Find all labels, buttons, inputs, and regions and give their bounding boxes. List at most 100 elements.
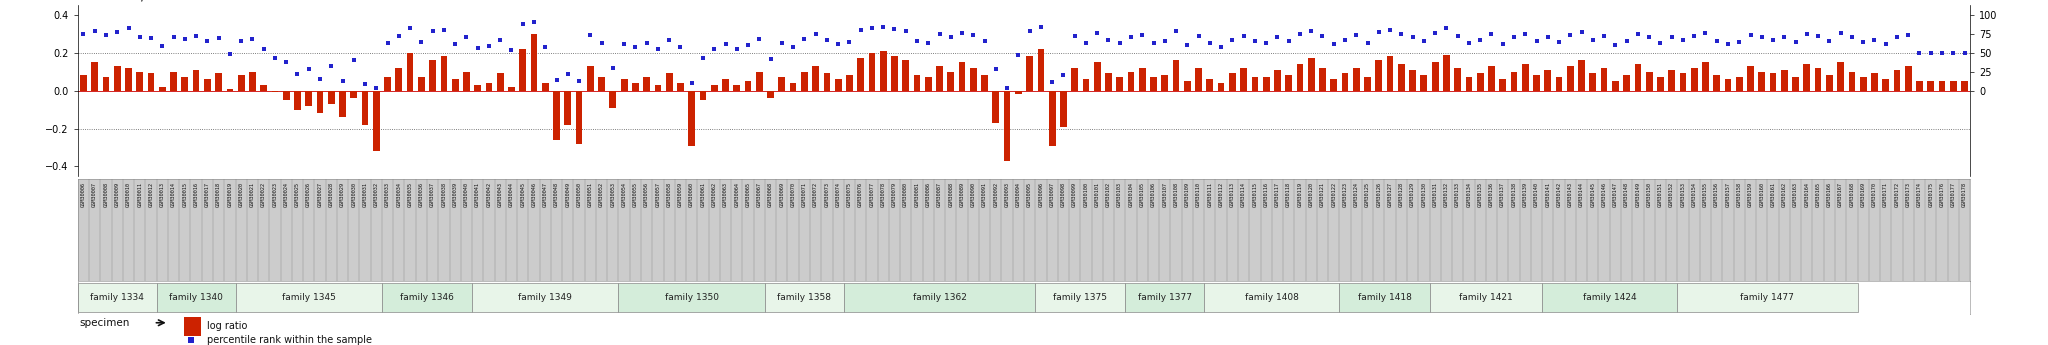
Text: GSM30109: GSM30109 — [1186, 183, 1190, 207]
Point — [461, 45, 494, 51]
Bar — [1815, 68, 1821, 90]
Text: GSM30160: GSM30160 — [1759, 183, 1763, 207]
Point — [1262, 34, 1294, 39]
Bar — [1927, 81, 1933, 90]
Text: GSM30006: GSM30006 — [82, 183, 86, 207]
Text: GSM30044: GSM30044 — [510, 183, 514, 207]
Text: GSM30093: GSM30093 — [1006, 183, 1010, 207]
Bar — [745, 81, 752, 90]
Point — [225, 38, 258, 44]
Point — [326, 79, 358, 84]
Bar — [1116, 77, 1122, 90]
Bar — [92, 62, 98, 90]
Text: GSM30142: GSM30142 — [1556, 183, 1561, 207]
Text: GSM30072: GSM30072 — [813, 183, 817, 207]
Bar — [1782, 70, 1788, 90]
Bar — [1274, 70, 1280, 90]
Bar — [498, 73, 504, 90]
Bar — [1602, 68, 1608, 90]
Bar — [1376, 60, 1382, 90]
Bar — [778, 77, 784, 90]
Point — [856, 26, 889, 31]
Bar — [881, 51, 887, 90]
Bar — [1454, 68, 1460, 90]
Bar — [362, 90, 369, 125]
Text: GSM30103: GSM30103 — [1118, 183, 1122, 207]
Point — [879, 26, 911, 32]
Point — [1847, 39, 1880, 45]
Text: family 1349: family 1349 — [518, 293, 571, 302]
Point — [1700, 38, 1733, 44]
Bar — [418, 77, 424, 90]
Bar — [1882, 79, 1888, 90]
Point — [473, 43, 506, 49]
Bar — [1196, 68, 1202, 90]
Bar — [643, 77, 649, 90]
Point — [135, 36, 168, 41]
Bar — [971, 68, 977, 90]
Text: GSM30030: GSM30030 — [352, 183, 356, 207]
Bar — [1071, 68, 1077, 90]
Text: GSM30089: GSM30089 — [961, 183, 965, 207]
Point — [641, 46, 674, 51]
Point — [371, 40, 403, 46]
Point — [1509, 31, 1542, 36]
Bar — [1354, 68, 1360, 90]
Bar — [1939, 81, 1946, 90]
Point — [551, 71, 584, 77]
Bar — [1219, 83, 1225, 90]
Bar — [160, 87, 166, 90]
Point — [1870, 41, 1903, 46]
Bar — [520, 49, 526, 90]
Text: GSM30039: GSM30039 — [453, 183, 457, 207]
Point — [1194, 40, 1227, 46]
Text: GSM30096: GSM30096 — [1038, 183, 1042, 207]
Point — [1362, 29, 1395, 35]
Point — [78, 29, 111, 34]
Text: GSM30081: GSM30081 — [915, 183, 920, 207]
Bar — [1106, 73, 1112, 90]
Bar — [700, 90, 707, 100]
Point — [924, 32, 956, 37]
Text: GSM30175: GSM30175 — [1929, 183, 1933, 207]
Point — [1284, 32, 1317, 37]
Text: GSM30016: GSM30016 — [195, 183, 199, 207]
Point — [1690, 30, 1722, 36]
Bar — [791, 83, 797, 90]
Bar — [768, 90, 774, 98]
Bar — [688, 90, 694, 146]
Point — [1735, 32, 1767, 38]
Bar — [1612, 81, 1618, 90]
Point — [303, 77, 336, 82]
Bar — [1430, 283, 1542, 312]
Point — [834, 39, 866, 45]
Bar — [1917, 81, 1923, 90]
Point — [721, 46, 754, 51]
Text: GSM30045: GSM30045 — [520, 183, 524, 207]
Point — [506, 21, 539, 27]
Text: GSM30033: GSM30033 — [385, 183, 389, 207]
Bar — [1339, 283, 1430, 312]
Point — [180, 33, 213, 39]
Point — [991, 86, 1024, 91]
Bar — [430, 60, 436, 90]
Text: GSM30034: GSM30034 — [397, 183, 401, 207]
Text: GSM30064: GSM30064 — [735, 183, 739, 207]
Text: family 1421: family 1421 — [1458, 293, 1513, 302]
Text: GSM30139: GSM30139 — [1524, 183, 1528, 207]
Point — [123, 34, 156, 39]
Bar — [350, 90, 356, 98]
Bar — [215, 73, 221, 90]
Point — [1497, 35, 1530, 40]
Bar — [193, 70, 199, 90]
Text: GSM30091: GSM30091 — [983, 183, 987, 207]
Text: GSM30133: GSM30133 — [1456, 183, 1460, 207]
Text: GSM30114: GSM30114 — [1241, 183, 1245, 207]
Bar — [1714, 75, 1720, 90]
Point — [406, 39, 438, 45]
Text: GSM30086: GSM30086 — [926, 183, 930, 207]
Point — [563, 79, 596, 84]
Bar — [1534, 75, 1540, 90]
Text: GSM30158: GSM30158 — [1737, 183, 1741, 207]
Bar — [711, 85, 717, 90]
